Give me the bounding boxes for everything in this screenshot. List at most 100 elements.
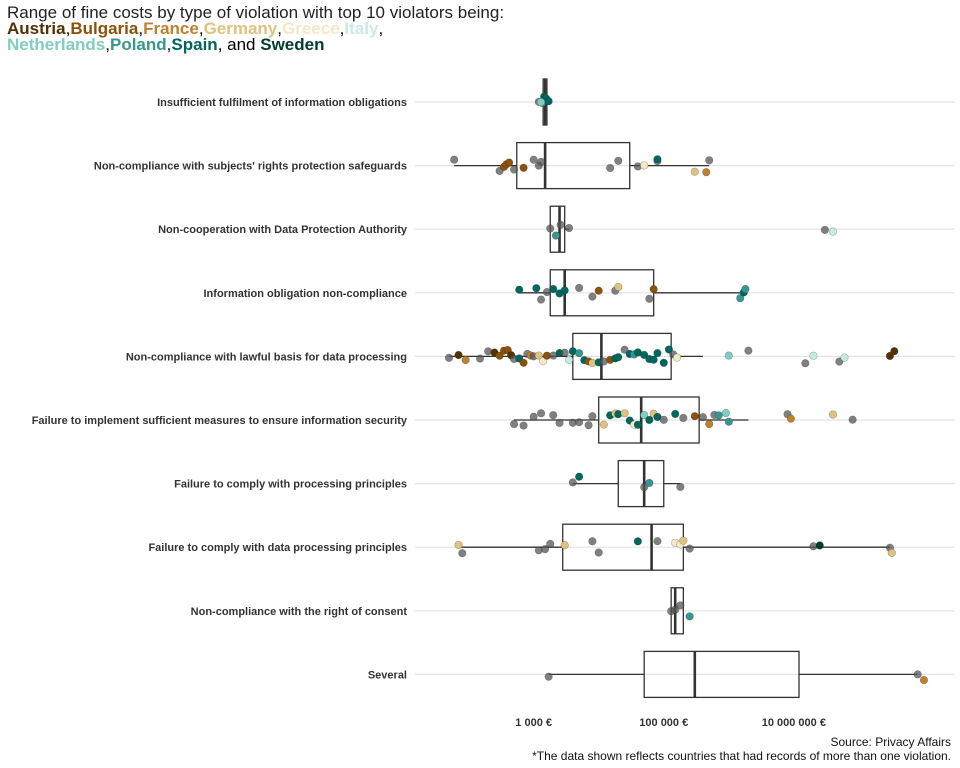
data-point	[509, 165, 519, 174]
data-point	[529, 412, 538, 421]
data-point	[724, 351, 733, 360]
data-point	[887, 548, 896, 557]
data-point	[536, 157, 546, 166]
data-point	[575, 349, 584, 358]
data-point	[676, 601, 685, 610]
data-point	[653, 412, 662, 422]
title-country-spain: Spain	[171, 35, 218, 54]
data-point	[649, 285, 658, 294]
data-point	[614, 156, 623, 165]
title-conjunction: , and	[217, 35, 261, 54]
data-point	[599, 420, 608, 429]
data-point	[835, 357, 844, 366]
data-point	[475, 354, 485, 363]
data-point	[614, 353, 623, 362]
data-point	[679, 413, 688, 423]
data-footnote: *The data shown reflects countries that …	[532, 749, 951, 763]
title-separator: ,	[277, 19, 282, 38]
data-point	[509, 420, 519, 429]
title-separator: ,	[378, 19, 384, 38]
data-point	[556, 220, 565, 229]
box	[617, 459, 665, 508]
category-label: Information obligation non-compliance	[204, 288, 408, 300]
data-point	[698, 413, 708, 422]
data-point	[653, 537, 662, 546]
data-point	[534, 351, 543, 360]
data-point	[809, 351, 818, 360]
title-country-bulgaria: Bulgaria	[70, 19, 139, 38]
category-label: Non-cooperation with Data Protection Aut…	[158, 224, 408, 236]
data-point	[645, 478, 654, 488]
title-country-italy: Italy	[344, 19, 379, 38]
title-prefix: Range of fine costs by type of violation…	[7, 3, 505, 22]
data-point	[685, 612, 694, 621]
data-point	[541, 545, 550, 554]
data-point	[454, 350, 463, 360]
title-separator: ,	[65, 19, 71, 38]
category-label: Failure to implement sufficient measures…	[32, 415, 408, 427]
data-point	[640, 483, 649, 492]
data-point	[594, 548, 603, 557]
title-country-list: Austria,Bulgaria,France,Germany,Greece,I…	[7, 19, 504, 54]
data-point	[744, 346, 753, 355]
data-point	[848, 415, 857, 424]
data-point	[560, 541, 569, 550]
data-point	[546, 224, 555, 233]
x-tick-label: 100 000 €	[639, 717, 688, 729]
data-point	[659, 415, 668, 424]
data-point	[539, 357, 548, 366]
data-point	[649, 355, 658, 364]
data-point	[555, 418, 564, 427]
data-point	[536, 97, 546, 107]
data-point	[606, 163, 615, 173]
data-point	[542, 287, 552, 297]
title-country-poland: Poland	[109, 35, 167, 54]
data-point	[544, 672, 553, 681]
title-country-greece: Greece	[282, 19, 340, 38]
data-point	[549, 284, 558, 294]
box	[598, 396, 700, 444]
data-point	[519, 421, 528, 430]
data-point	[529, 155, 538, 164]
data-point	[640, 161, 649, 170]
chart-title: Range of fine costs by type of violation…	[7, 3, 505, 54]
title-separator: ,	[198, 19, 204, 38]
category-label: Several	[368, 669, 407, 681]
category-label: Insufficient fulfilment of information o…	[157, 97, 407, 109]
data-point	[519, 163, 528, 172]
data-point	[564, 355, 574, 364]
category-label: Non-compliance with subjects' rights pro…	[94, 161, 407, 173]
data-point	[671, 409, 680, 418]
data-point	[840, 353, 849, 362]
data-point	[536, 295, 546, 304]
data-point	[786, 414, 795, 423]
data-point	[614, 282, 623, 292]
data-point	[640, 350, 649, 360]
data-point	[676, 482, 685, 492]
title-country-germany: Germany	[203, 19, 278, 38]
data-point	[620, 409, 629, 418]
data-point	[588, 292, 597, 301]
data-point	[714, 411, 723, 420]
title-country-netherlands: Netherlands	[7, 35, 106, 54]
data-point	[560, 286, 569, 295]
data-point	[645, 294, 654, 303]
data-point	[454, 540, 463, 550]
title-separator: ,	[339, 19, 345, 38]
data-point	[633, 420, 642, 429]
data-point	[532, 284, 541, 293]
data-point	[664, 345, 674, 354]
data-point	[515, 285, 524, 294]
data-point	[575, 418, 584, 427]
data-point	[653, 349, 662, 358]
data-point	[685, 544, 694, 553]
data-point	[640, 410, 649, 420]
data-point	[544, 97, 553, 106]
data-point	[690, 167, 699, 176]
data-point	[890, 347, 899, 356]
data-point	[659, 358, 668, 367]
data-point	[736, 294, 745, 303]
data-point	[620, 345, 629, 354]
category-label: Failure to comply with data processing p…	[148, 542, 407, 554]
title-separator: ,	[138, 19, 144, 38]
